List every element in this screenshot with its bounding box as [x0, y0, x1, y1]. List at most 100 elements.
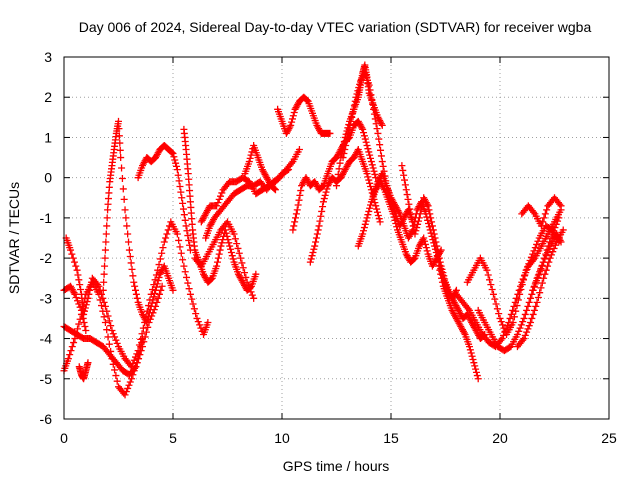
data-point [70, 289, 78, 297]
data-point [76, 315, 84, 323]
data-point [548, 230, 556, 238]
data-point [378, 121, 386, 129]
data-point [417, 206, 425, 214]
data-point [69, 254, 77, 262]
data-point [379, 162, 387, 170]
series-sat-v [452, 206, 565, 351]
data-point [115, 132, 123, 140]
x-tick-label: 10 [274, 430, 290, 446]
data-point [345, 125, 353, 133]
data-point [371, 115, 379, 123]
data-point [291, 218, 299, 226]
data-point [414, 217, 422, 225]
data-point [557, 202, 565, 210]
data-point [541, 210, 549, 218]
data-point [401, 176, 409, 184]
series-sat-z [518, 194, 565, 230]
data-point [370, 105, 378, 113]
data-point [122, 214, 130, 222]
data-point [348, 113, 356, 121]
data-point [509, 306, 517, 314]
data-point [101, 302, 109, 310]
data-point [218, 189, 226, 197]
data-point [389, 210, 397, 218]
data-point [391, 216, 399, 224]
data-point [163, 230, 171, 238]
data-point [101, 254, 109, 262]
data-point [527, 294, 535, 302]
series-sat-e [75, 359, 92, 383]
data-point [373, 205, 381, 213]
data-point [433, 242, 441, 250]
data-point [173, 230, 181, 238]
data-point [108, 355, 116, 363]
data-point [365, 176, 373, 184]
data-point [390, 213, 398, 221]
data-point [295, 196, 303, 204]
data-point [483, 266, 491, 274]
data-point [533, 240, 541, 248]
data-point [292, 210, 300, 218]
data-point [118, 164, 126, 172]
data-point [118, 174, 126, 182]
axis-ticks: 0 5 10 15 20 25 -6 -5 -4 -3 -2 -1 0 1 2 3 [40, 49, 617, 446]
data-point [116, 146, 124, 154]
data-point [179, 205, 187, 213]
data-point [68, 250, 76, 258]
data-point [426, 210, 434, 218]
data-point [74, 325, 82, 333]
y-tick-label: 0 [44, 170, 52, 186]
data-point [125, 238, 133, 246]
data-point [425, 223, 433, 231]
data-point [124, 230, 132, 238]
series-sat-m [274, 93, 334, 137]
data-point [183, 227, 191, 235]
data-point [343, 137, 351, 145]
data-point [432, 238, 440, 246]
data-point [102, 230, 110, 238]
data-point [134, 355, 142, 363]
data-point [377, 146, 385, 154]
data-point [370, 167, 378, 175]
data-point [538, 279, 546, 287]
data-point [551, 241, 559, 249]
data-point [317, 212, 325, 220]
data-point [534, 294, 542, 302]
data-point [312, 238, 320, 246]
data-point [73, 266, 81, 274]
data-point [509, 318, 517, 326]
data-point [398, 162, 406, 170]
data-point [427, 214, 435, 222]
data-point [532, 302, 540, 310]
data-point [309, 248, 317, 256]
data-point [101, 262, 109, 270]
data-point [78, 310, 86, 318]
data-point [155, 261, 163, 269]
data-point [364, 211, 372, 219]
data-point [80, 318, 88, 326]
data-point [177, 249, 185, 257]
data-point [319, 198, 327, 206]
data-point [193, 314, 201, 322]
data-point [519, 336, 527, 344]
data-point [526, 257, 534, 265]
data-point [374, 129, 382, 137]
data-point [75, 276, 83, 284]
data-point [121, 206, 129, 214]
y-tick-label: -1 [40, 210, 53, 226]
data-point [246, 285, 254, 293]
data-point [152, 286, 160, 294]
data-point [248, 148, 256, 156]
data-point [71, 290, 79, 298]
data-point [318, 207, 326, 215]
data-point [438, 274, 446, 282]
data-point [369, 100, 377, 108]
data-point [525, 298, 533, 306]
data-point [105, 340, 113, 348]
data-point [74, 271, 82, 279]
data-point [516, 324, 524, 332]
data-point [525, 260, 533, 268]
data-point [175, 177, 183, 185]
data-point [407, 214, 415, 222]
data-point [104, 312, 112, 320]
